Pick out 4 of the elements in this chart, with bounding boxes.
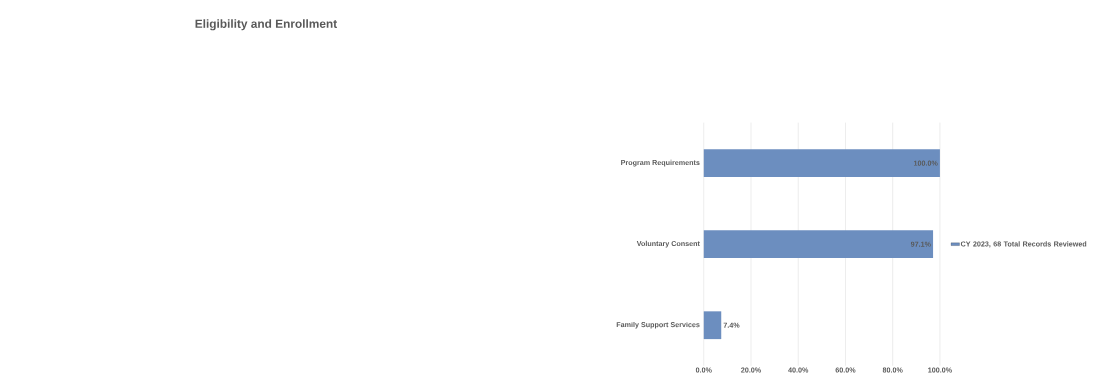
bar	[703, 230, 934, 258]
bar	[703, 311, 722, 340]
text: Eligibility and Enrollment	[195, 19, 337, 31]
bar	[703, 149, 940, 177]
